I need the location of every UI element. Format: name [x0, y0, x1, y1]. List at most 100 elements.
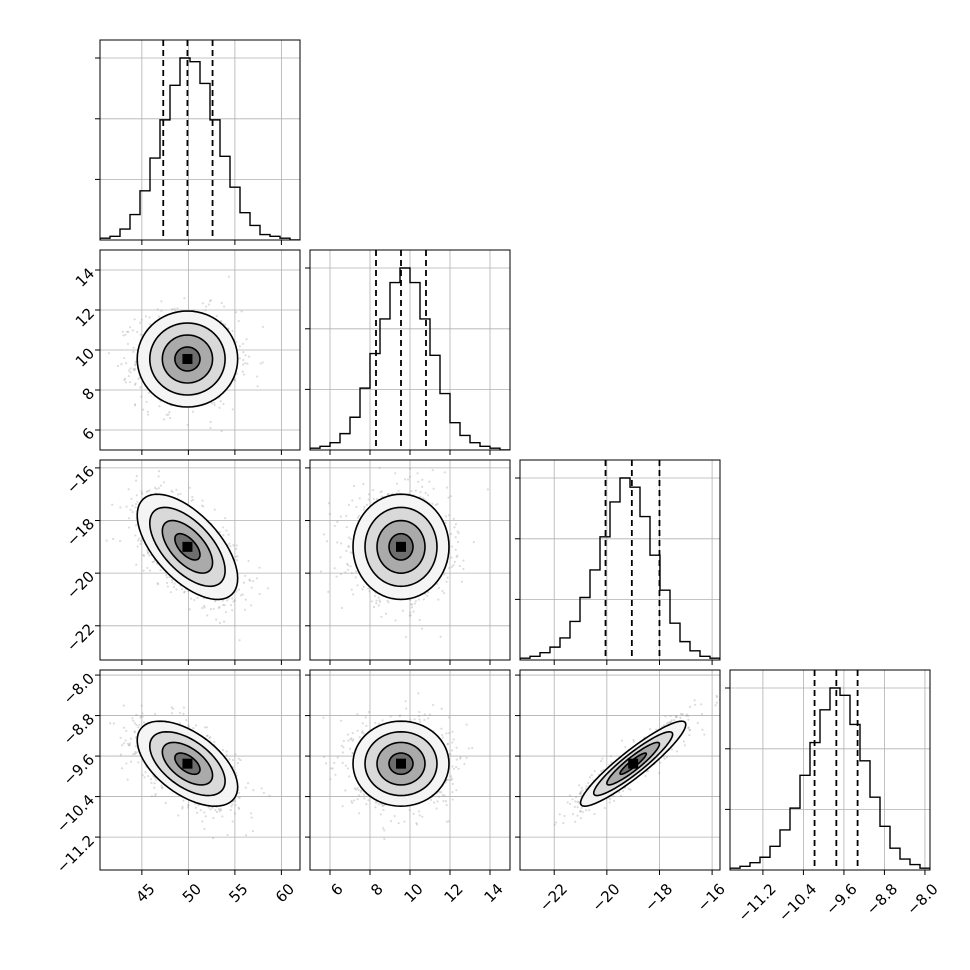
- scatter-point: [140, 395, 143, 398]
- scatter-point: [182, 799, 185, 802]
- scatter-point: [134, 752, 137, 755]
- scatter-point: [139, 715, 143, 718]
- scatter-point: [139, 539, 142, 543]
- scatter-point: [233, 599, 237, 602]
- density-peak: [182, 541, 193, 552]
- scatter-point: [438, 790, 441, 794]
- scatter-point: [426, 594, 429, 597]
- scatter-point: [242, 581, 246, 584]
- scatter-point: [128, 381, 132, 384]
- scatter-point: [241, 593, 244, 596]
- scatter-point: [145, 400, 148, 404]
- scatter-point: [209, 735, 212, 739]
- scatter-point: [340, 606, 344, 610]
- scatter-point: [404, 635, 408, 639]
- panel-content: [100, 250, 300, 450]
- scatter-point: [181, 807, 184, 810]
- scatter-point: [372, 605, 376, 609]
- scatter-point: [129, 367, 132, 370]
- scatter-point: [140, 490, 143, 493]
- scatter-point: [126, 342, 130, 346]
- y-tick-label: −16: [63, 462, 98, 497]
- scatter-point: [250, 816, 253, 819]
- scatter-point: [241, 342, 245, 345]
- scatter-point: [347, 536, 351, 539]
- scatter-point: [127, 526, 131, 529]
- scatter-point: [352, 484, 356, 488]
- scatter-point: [248, 355, 251, 358]
- scatter-point: [232, 544, 235, 547]
- scatter-point: [129, 508, 132, 511]
- scatter-point: [234, 803, 237, 807]
- scatter-point: [222, 305, 226, 308]
- scatter-point: [127, 374, 130, 378]
- scatter-point: [450, 556, 453, 559]
- scatter-point: [379, 491, 382, 494]
- scatter-point: [394, 619, 397, 622]
- scatter-point: [205, 726, 209, 729]
- scatter-point: [456, 540, 460, 544]
- scatter-point: [258, 592, 261, 596]
- scatter-point: [148, 554, 151, 557]
- scatter-point: [431, 469, 434, 472]
- scatter-point: [179, 492, 182, 496]
- scatter-point: [449, 775, 453, 778]
- scatter-point: [176, 493, 180, 496]
- scatter-point: [125, 362, 128, 365]
- scatter-point: [457, 532, 460, 535]
- scatter-point: [349, 551, 352, 554]
- scatter-point: [241, 370, 244, 373]
- scatter-point: [134, 745, 138, 748]
- scatter-point: [127, 517, 131, 520]
- scatter-point: [329, 767, 333, 770]
- scatter-point: [168, 411, 171, 414]
- scatter-point: [387, 601, 390, 604]
- scatter-point: [450, 778, 453, 782]
- scatter-point: [336, 520, 339, 523]
- scatter-point: [139, 386, 142, 389]
- scatter-point: [178, 722, 181, 725]
- scatter-point: [190, 597, 193, 600]
- scatter-point: [168, 575, 171, 579]
- scatter-point: [243, 608, 247, 611]
- scatter-point: [237, 791, 241, 794]
- scatter-point: [235, 372, 238, 375]
- scatter-point: [252, 789, 255, 792]
- scatter-point: [362, 585, 366, 589]
- scatter-point: [132, 350, 135, 353]
- scatter-point: [149, 323, 152, 326]
- scatter-point: [361, 588, 364, 591]
- scatter-point: [227, 533, 230, 536]
- histogram-step: [100, 57, 300, 240]
- scatter-point: [375, 498, 378, 501]
- scatter-point: [367, 587, 370, 590]
- scatter-point: [256, 375, 259, 378]
- y-tick-label: 6: [79, 424, 98, 443]
- scatter-point: [122, 704, 125, 707]
- scatter-point: [222, 603, 225, 607]
- scatter-point: [208, 299, 212, 303]
- scatter-point: [244, 354, 247, 357]
- scatter-point: [256, 385, 259, 388]
- scatter-point: [450, 545, 454, 548]
- scatter-point: [221, 599, 224, 602]
- scatter-point: [177, 814, 180, 817]
- scatter-point: [233, 812, 236, 815]
- scatter-point: [136, 330, 139, 334]
- scatter-point: [416, 472, 419, 475]
- scatter-point: [137, 377, 140, 381]
- scatter-point: [124, 381, 127, 384]
- scatter-point: [443, 592, 446, 595]
- scatter-point: [367, 799, 370, 802]
- scatter-point: [178, 711, 182, 714]
- scatter-point: [225, 750, 228, 753]
- scatter-point: [235, 590, 238, 593]
- scatter-point: [237, 796, 240, 799]
- scatter-point: [207, 303, 210, 306]
- scatter-point: [142, 554, 146, 557]
- histogram-step: [310, 267, 510, 450]
- x-tick-label: 50: [179, 880, 205, 906]
- scatter-point: [414, 489, 417, 492]
- scatter-point: [244, 786, 247, 789]
